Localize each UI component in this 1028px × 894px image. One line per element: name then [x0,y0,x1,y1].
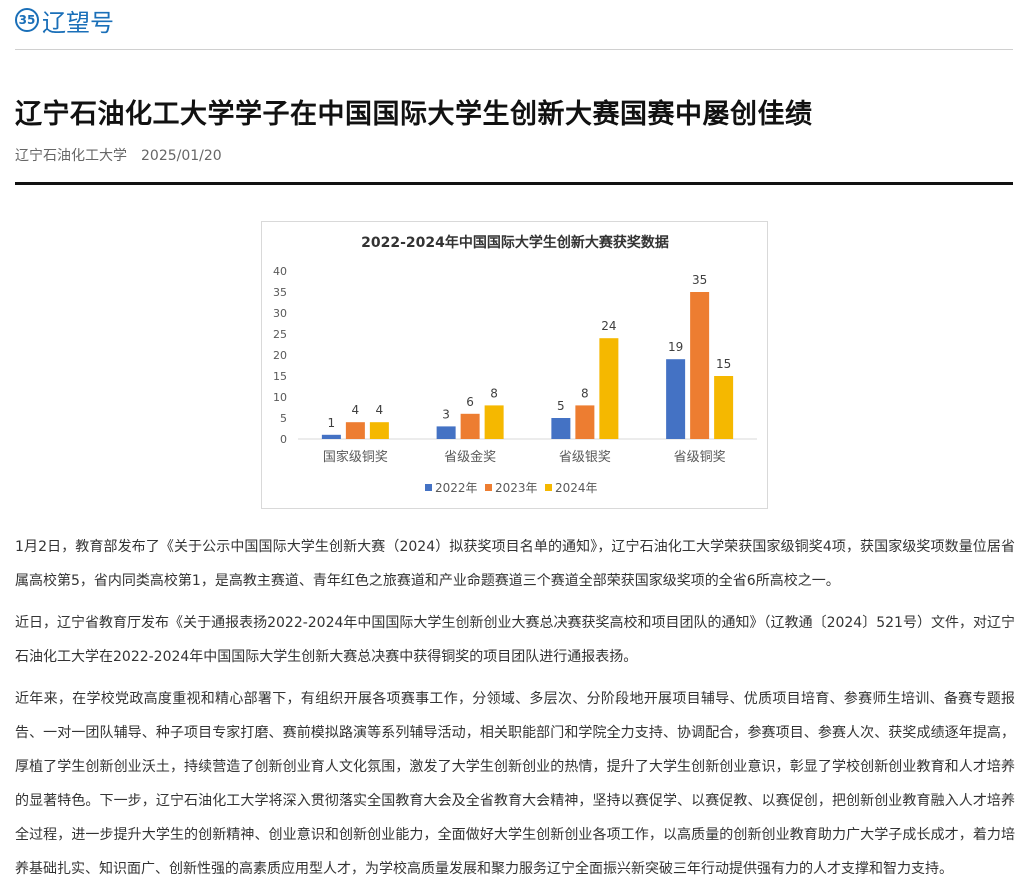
logo-mark-icon: 35 [15,8,39,32]
y-tick-label: 10 [273,391,287,404]
chart-svg: 2022-2024年中国国际大学生创新大赛获奖数据051015202530354… [273,234,757,495]
bar [599,338,619,439]
legend-swatch [425,484,432,491]
bar [460,413,480,439]
data-label: 5 [557,399,565,413]
y-tick-label: 5 [280,412,287,425]
article-title: 辽宁石油化工大学学子在中国国际大学生创新大赛国赛中屡创佳绩 [15,99,813,130]
data-label: 8 [581,386,589,400]
x-tick-label: 国家级铜奖 [323,449,388,465]
bar [666,359,686,439]
x-tick-label: 省级金奖 [444,449,496,465]
site-logo[interactable]: 35 辽望号 [15,5,114,37]
data-label: 19 [668,340,683,354]
y-tick-label: 35 [273,286,287,299]
data-label: 4 [376,403,384,417]
bar [369,422,389,439]
bar [321,434,341,439]
data-label: 3 [442,407,450,421]
y-tick-label: 15 [273,370,287,383]
y-tick-label: 20 [273,349,287,362]
bar [345,422,365,439]
title-divider [15,182,1013,185]
y-tick-label: 40 [273,265,287,278]
data-label: 15 [716,357,731,371]
data-label: 6 [466,395,474,409]
award-chart: 2022-2024年中国国际大学生创新大赛获奖数据 0 5 10 15 20 25 30 35 4… [261,221,768,509]
legend-label: 2023年 [495,481,538,495]
y-tick-label: 30 [273,307,287,320]
article-source[interactable]: 辽宁石油化工大学 [15,148,127,164]
data-label: 4 [352,403,360,417]
y-tick-label: 25 [273,328,287,341]
bar [484,405,504,439]
article-meta: 辽宁石油化工大学 2025/01/20 [15,145,222,165]
paragraph: 近日，辽宁省教育厅发布《关于通报表扬2022-2024年中国国际大学生创新创业大… [15,615,1015,665]
chart-title: 2022-2024年中国国际大学生创新大赛获奖数据 [361,234,669,251]
legend-swatch [545,484,552,491]
legend-swatch [485,484,492,491]
legend-label: 2024年 [555,481,598,495]
header-divider [15,49,1013,50]
bar [575,405,595,439]
x-tick-label: 省级银奖 [559,450,611,465]
bar [436,426,456,439]
data-label: 24 [601,319,616,333]
x-tick-label: 省级铜奖 [674,450,726,465]
paragraph: 近年来，在学校党政高度重视和精心部署下，有组织开展各项赛事工作，分领域、多层次、… [15,691,1015,877]
data-label: 35 [692,273,707,287]
article-date: 2025/01/20 [141,148,222,164]
bar [690,292,710,439]
logo-text: 辽望号 [42,8,114,37]
paragraph: 1月2日，教育部发布了《关于公示中国国际大学生创新大赛（2024）拟获奖项目名单… [15,539,1015,589]
data-label: 1 [328,416,336,430]
data-label: 8 [490,386,498,400]
bar [714,376,734,439]
legend-label: 2022年 [435,481,478,495]
article-body: 1月2日，教育部发布了《关于公示中国国际大学生创新大赛（2024）拟获奖项目名单… [15,530,1015,894]
bar [551,418,571,439]
y-tick-label: 0 [280,433,287,446]
